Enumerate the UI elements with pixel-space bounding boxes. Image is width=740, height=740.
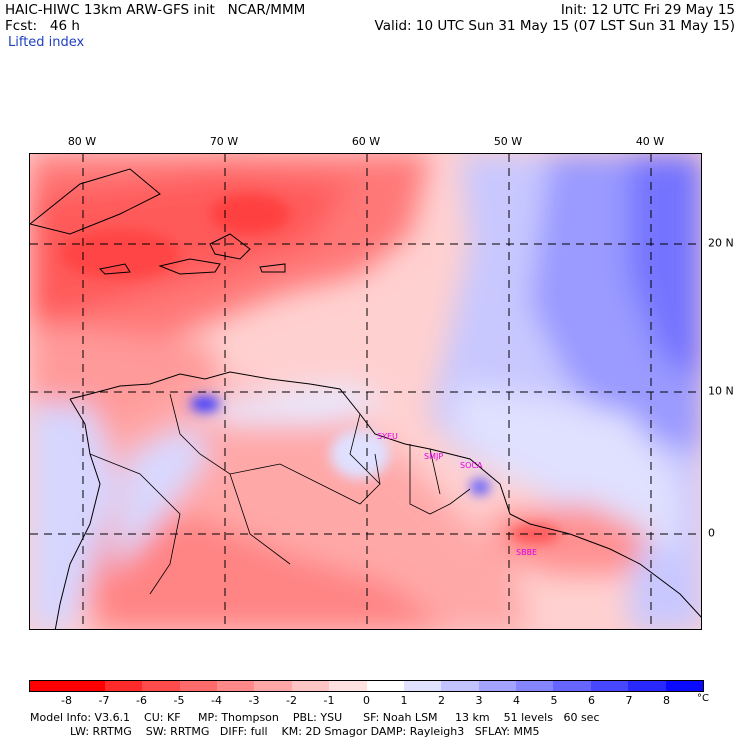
colorbar-tick-label: -3	[248, 694, 260, 707]
colorbar-tick-label: 6	[588, 694, 595, 707]
field-detail	[60, 194, 560, 544]
valid-time: Valid: 10 UTC Sun 31 May 15 (07 LST Sun …	[374, 18, 735, 34]
colorbar-swatch	[254, 681, 292, 691]
colorbar	[29, 680, 704, 692]
field-name: Lifted index	[8, 35, 85, 50]
colorbar-swatch	[142, 681, 180, 691]
station-sbbe: SBBE	[516, 548, 538, 557]
lon-label-40w: 40 W	[635, 135, 665, 148]
model-info-line1: Model Info: V3.6.1 CU: KF MP: Thompson P…	[30, 711, 600, 724]
colorbar-tick-label: -6	[136, 694, 147, 707]
coastlines	[30, 168, 701, 629]
colorbar-tick-label: 2	[438, 694, 445, 707]
borders	[89, 393, 471, 595]
colorbar-tick-label: -4	[211, 694, 222, 707]
lat-lon-grid	[30, 154, 701, 629]
colorbar-swatch	[179, 681, 217, 691]
model-title: HAIC-HIWC 13km ARW-GFS init NCAR/MMM	[5, 2, 306, 18]
colorbar-swatch	[403, 681, 442, 691]
colorbar-tick-label: 8	[663, 694, 670, 707]
colorbar-tick-label: -8	[61, 694, 72, 707]
colorbar-swatch	[104, 681, 143, 691]
colorbar-tick-label: -2	[286, 694, 297, 707]
colorbar-swatch	[478, 681, 517, 691]
lon-label-50w: 50 W	[493, 135, 523, 148]
colorbar-swatch	[441, 681, 479, 691]
colorbar-swatch	[366, 681, 404, 691]
colorbar-swatch	[628, 681, 666, 691]
colorbar-swatch	[665, 681, 704, 691]
colorbar-tick-label: 7	[625, 694, 633, 707]
colorbar-swatch	[216, 681, 255, 691]
colorbar-unit: °C	[697, 693, 709, 704]
init-time: Init: 12 UTC Fri 29 May 15	[560, 2, 735, 18]
model-info-line2: LW: RRTMG SW: RRTMG DIFF: full KM: 2D Sm…	[70, 725, 540, 738]
forecast-hour: Fcst: 46 h	[5, 18, 80, 34]
map-canvas	[30, 154, 701, 629]
colorbar-swatch	[67, 681, 105, 691]
lon-label-80w: 80 W	[67, 135, 97, 148]
colorbar-tick-label: -5	[173, 694, 185, 707]
colorbar-swatch	[291, 681, 330, 691]
lifted-index-map	[29, 153, 702, 630]
colorbar-tick-label: 1	[400, 694, 408, 707]
lon-label-70w: 70 W	[209, 135, 239, 148]
colorbar-swatch	[590, 681, 629, 691]
field-shading	[30, 154, 701, 629]
colorbar-tick-label: -7	[98, 694, 110, 707]
colorbar-tick-label: 4	[513, 694, 520, 707]
station-soca: SOCA	[460, 461, 483, 470]
lon-label-60w: 60 W	[351, 135, 381, 148]
colorbar-tick-label: 0	[363, 694, 370, 707]
colorbar-swatch	[553, 681, 591, 691]
colorbar-swatch	[516, 681, 554, 691]
colorbar-swatch	[329, 681, 367, 691]
colorbar-tick-label: 3	[475, 694, 483, 707]
colorbar-tick-label: 5	[550, 694, 558, 707]
station-smjp: SMJP	[424, 452, 444, 461]
lat-label-20n: 20 N	[708, 236, 734, 250]
lat-label-0: 0	[708, 526, 715, 540]
colorbar-swatch	[30, 681, 68, 691]
station-syeu: SYEU	[377, 432, 398, 441]
lat-label-10n: 10 N	[708, 384, 734, 398]
colorbar-tick-label: -1	[323, 694, 335, 707]
